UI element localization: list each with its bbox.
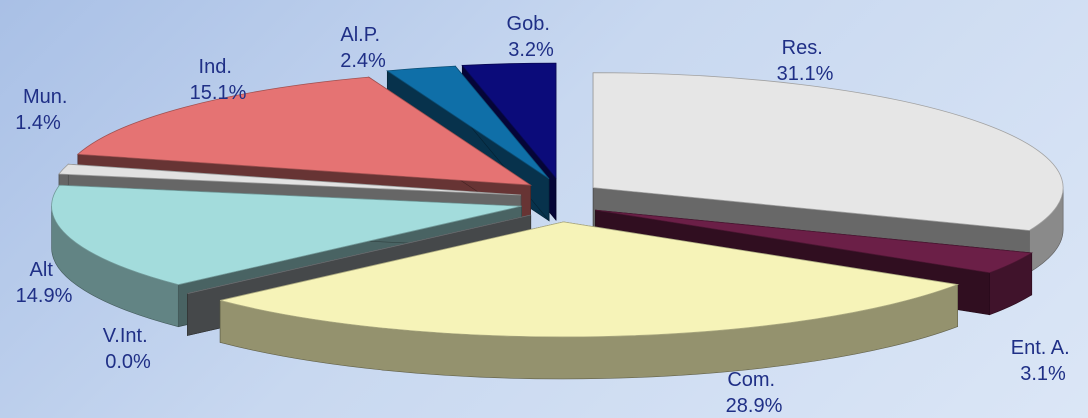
svg-text:Al.P. 2.4%: Al.P. 2.4%: [340, 24, 386, 72]
slice-mun-top: [58, 163, 522, 196]
slice-al-p-top: [386, 65, 550, 180]
slice-alt-top: [51, 184, 522, 286]
slice-value-v-int: 0.0%: [105, 351, 151, 373]
svg-text:Ent. A. 3.1%: Ent. A. 3.1%: [1011, 337, 1076, 385]
slice-ent-a-top: [595, 209, 1033, 274]
slice-gob-top: [461, 62, 557, 180]
slice-com-top: [220, 221, 960, 338]
slice-value-ent-a: 3.1%: [1020, 363, 1066, 385]
slice-label-al-p: Al.P.: [340, 24, 380, 46]
slice-label-com: Com.: [727, 369, 775, 391]
svg-text:Mun. 1.4%: Mun. 1.4%: [15, 86, 73, 134]
pie-labels: Res. 31.1% Ent. A. 3.1% Com. 28.9% V.Int…: [15, 13, 1076, 417]
slice-com: [219, 221, 960, 380]
slice-ind-top: [76, 76, 533, 186]
slice-label-v-int: V.Int.: [103, 325, 148, 347]
svg-text:Com. 28.9%: Com. 28.9%: [726, 369, 783, 417]
slice-label-gob: Gob.: [507, 13, 550, 35]
slice-value-gob: 3.2%: [508, 39, 554, 61]
slice-value-ind: 15.1%: [190, 82, 247, 104]
svg-text:Gob. 3.2%: Gob. 3.2%: [507, 13, 556, 61]
svg-text:V.Int. 0.0%: V.Int. 0.0%: [103, 325, 153, 373]
slice-value-mun: 1.4%: [15, 112, 61, 134]
slice-label-ind: Ind.: [199, 56, 232, 78]
slice-label-res: Res.: [782, 37, 823, 59]
slice-label-alt: Alt: [30, 259, 54, 281]
svg-text:Alt 14.9%: Alt 14.9%: [16, 259, 73, 307]
slice-res-top: [592, 72, 1064, 231]
svg-text:Ind. 15.1%: Ind. 15.1%: [190, 56, 247, 104]
svg-text:Res. 31.1%: Res. 31.1%: [777, 37, 834, 85]
pie-slices: [51, 62, 1064, 380]
slice-label-ent-a: Ent. A.: [1011, 337, 1070, 359]
slice-value-com: 28.9%: [726, 395, 783, 417]
slice-value-res: 31.1%: [777, 63, 834, 85]
slice-value-alt: 14.9%: [16, 285, 73, 307]
slice-value-al-p: 2.4%: [340, 50, 386, 72]
slice-label-mun: Mun.: [23, 86, 67, 108]
